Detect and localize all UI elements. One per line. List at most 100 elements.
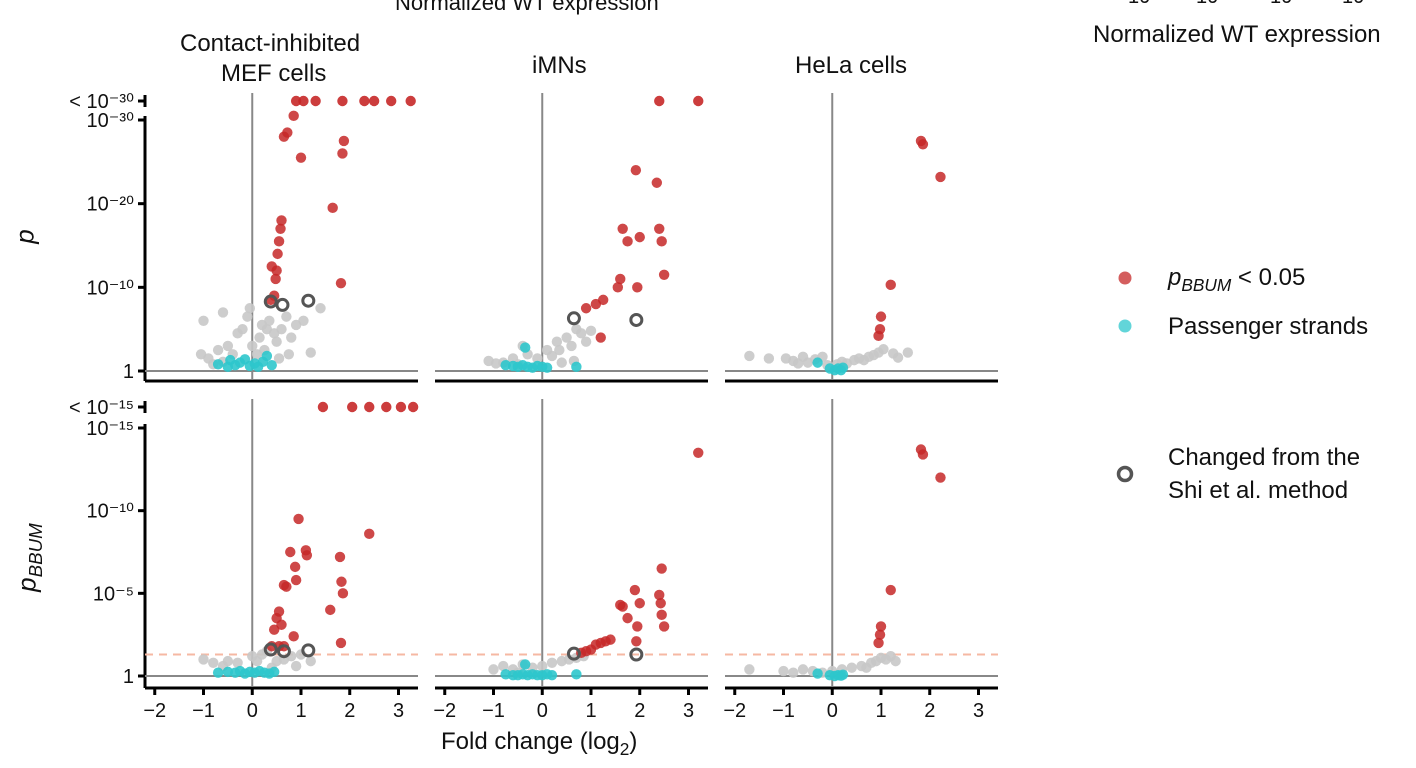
- point-significant: [364, 528, 375, 540]
- point-other: [551, 336, 563, 347]
- point-significant: [693, 447, 704, 458]
- facet-title-mef-line1: Contact-inhibited: [180, 30, 361, 57]
- point-significant: [917, 449, 929, 460]
- point-other: [254, 332, 265, 343]
- y-axis-label-pbbum-main: p: [11, 577, 42, 592]
- point-significant: [629, 584, 641, 596]
- x-tick-label: 2: [924, 700, 935, 722]
- x-tick-label: 0: [537, 700, 548, 722]
- point-other: [498, 660, 509, 672]
- point-significant: [334, 551, 346, 563]
- point-significant: [288, 631, 299, 642]
- point-other: [273, 353, 285, 364]
- legend: [1116, 271, 1134, 483]
- point-significant: [288, 110, 299, 122]
- point-significant-capped: [405, 95, 416, 107]
- legend-significant-suffix: < 0.05: [1237, 264, 1306, 291]
- point-significant: [276, 619, 287, 630]
- point-significant: [580, 303, 592, 314]
- point-other: [546, 350, 558, 362]
- point-significant: [327, 202, 338, 214]
- point-significant: [290, 574, 302, 586]
- point-other: [744, 350, 755, 362]
- point-other: [744, 664, 755, 675]
- point-other: [892, 352, 904, 363]
- top-right-ticks: 10¹ 10² 10³ 10⁴: [1120, 0, 1416, 10]
- x-tick-label: 3: [973, 700, 984, 722]
- point-significant-capped: [654, 95, 665, 107]
- x-tick-label: −1: [772, 700, 795, 722]
- point-changed-ring: [629, 647, 644, 662]
- point-significant-capped: [364, 401, 375, 413]
- point-other: [902, 347, 914, 358]
- point-significant: [917, 139, 929, 150]
- point-significant: [885, 584, 896, 596]
- point-significant-capped: [298, 95, 309, 107]
- point-significant-capped: [385, 95, 397, 107]
- point-other: [244, 303, 256, 314]
- point-significant: [622, 236, 633, 247]
- point-significant: [281, 581, 292, 592]
- point-significant-capped: [368, 95, 380, 107]
- point-significant: [656, 563, 667, 574]
- point-significant: [935, 171, 946, 183]
- y-axis-pbbum: < 10⁻¹⁵ 1 10⁻⁵ 10⁻¹⁰ 10⁻¹⁵: [69, 397, 147, 688]
- x-tick-label: −1: [192, 700, 215, 722]
- point-other: [585, 325, 597, 337]
- point-significant: [875, 621, 887, 632]
- y-tick-label: 10⁻¹⁰: [87, 501, 134, 523]
- x-tick-label: −2: [143, 700, 166, 722]
- point-other: [778, 665, 789, 677]
- point-significant: [612, 282, 624, 293]
- legend-passenger-label: Passenger strands: [1168, 313, 1369, 340]
- point-significant: [275, 223, 286, 234]
- point-significant: [585, 644, 597, 655]
- point-significant: [631, 636, 642, 647]
- point-other: [537, 660, 548, 672]
- point-other: [576, 328, 587, 339]
- point-other: [281, 311, 292, 322]
- point-significant: [337, 148, 348, 159]
- point-significant: [935, 472, 946, 483]
- x-tick-label: 3: [393, 700, 404, 722]
- point-significant-capped: [337, 95, 348, 107]
- point-other: [846, 662, 857, 673]
- point-other: [247, 340, 258, 352]
- x-axis-label-end: ): [629, 728, 638, 755]
- point-other: [546, 657, 558, 668]
- point-other: [788, 667, 799, 678]
- point-significant: [273, 236, 285, 247]
- point-changed-ring: [263, 642, 278, 657]
- x-tick-label: −2: [723, 700, 746, 722]
- point-significant: [651, 177, 663, 188]
- point-significant: [656, 609, 667, 621]
- point-other: [198, 315, 209, 326]
- x-tick-label: 0: [827, 700, 838, 722]
- point-significant: [632, 282, 643, 293]
- point-significant: [873, 330, 884, 342]
- point-changed-ring: [275, 297, 290, 312]
- point-passenger: [546, 669, 558, 681]
- point-other: [792, 358, 804, 369]
- point-significant: [655, 598, 666, 609]
- point-other: [561, 332, 572, 343]
- point-other: [490, 358, 502, 369]
- point-other: [488, 664, 499, 675]
- point-significant: [605, 634, 616, 645]
- point-significant: [622, 612, 633, 624]
- y-tick-label: 10⁻³⁰: [87, 110, 134, 132]
- point-other: [217, 307, 229, 318]
- point-changed-ring: [276, 644, 291, 659]
- point-significant: [282, 127, 293, 138]
- panel-p-mef: [145, 93, 418, 383]
- point-significant: [634, 231, 645, 243]
- point-other: [556, 357, 567, 368]
- point-changed-ring: [566, 311, 581, 326]
- panel-pbbum-hela: −2 −1 0 1 2 3: [723, 399, 998, 722]
- legend-significant-label: pBBUM < 0.05: [1168, 264, 1305, 296]
- point-passenger: [268, 666, 280, 678]
- point-significant-capped: [317, 401, 329, 413]
- point-passenger: [571, 361, 582, 373]
- point-significant: [335, 277, 347, 289]
- point-passenger: [812, 668, 823, 679]
